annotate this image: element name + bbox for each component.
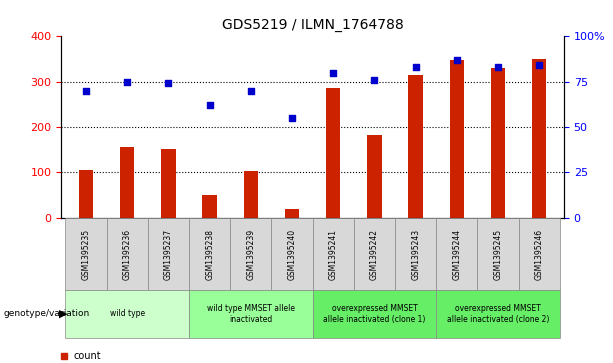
Text: wild type: wild type: [110, 310, 145, 318]
Text: count: count: [74, 351, 101, 361]
Text: GSM1395246: GSM1395246: [535, 229, 544, 280]
Title: GDS5219 / ILMN_1764788: GDS5219 / ILMN_1764788: [222, 19, 403, 33]
Text: GSM1395236: GSM1395236: [123, 229, 132, 280]
Bar: [161, 149, 176, 218]
Text: GSM1395237: GSM1395237: [164, 229, 173, 280]
Bar: [395, 218, 436, 290]
Text: GSM1395244: GSM1395244: [452, 229, 462, 280]
Point: [123, 79, 132, 85]
Bar: [66, 218, 107, 290]
Bar: [313, 218, 354, 290]
Point: [493, 64, 503, 70]
Point: [287, 115, 297, 121]
Point: [246, 88, 256, 94]
Point: [535, 62, 544, 68]
Bar: [120, 147, 134, 218]
Bar: [408, 75, 423, 218]
Text: GSM1395238: GSM1395238: [205, 229, 214, 280]
Bar: [326, 89, 340, 218]
Point: [205, 102, 215, 108]
Text: ▶: ▶: [59, 309, 68, 319]
Bar: [367, 135, 382, 218]
Bar: [519, 218, 560, 290]
Bar: [189, 218, 230, 290]
Text: genotype/variation: genotype/variation: [3, 310, 89, 318]
Point: [370, 77, 379, 83]
Text: GSM1395245: GSM1395245: [493, 229, 503, 280]
Text: GSM1395241: GSM1395241: [329, 229, 338, 280]
Bar: [189, 290, 313, 338]
Text: overexpressed MMSET
allele inactivated (clone 2): overexpressed MMSET allele inactivated (…: [447, 304, 549, 324]
Bar: [449, 60, 464, 218]
Bar: [230, 218, 272, 290]
Bar: [79, 170, 93, 218]
Bar: [148, 218, 189, 290]
Point: [452, 57, 462, 63]
Bar: [436, 218, 478, 290]
Bar: [313, 290, 436, 338]
Bar: [532, 59, 546, 218]
Bar: [202, 195, 217, 218]
Text: GSM1395242: GSM1395242: [370, 229, 379, 280]
Bar: [243, 171, 258, 218]
Point: [411, 64, 421, 70]
Point: [81, 88, 91, 94]
Point: [329, 70, 338, 76]
Text: wild type MMSET allele
inactivated: wild type MMSET allele inactivated: [207, 304, 295, 324]
Point: [164, 81, 173, 86]
Bar: [107, 218, 148, 290]
Bar: [285, 209, 299, 218]
Text: GSM1395239: GSM1395239: [246, 229, 256, 280]
Text: GSM1395240: GSM1395240: [287, 229, 297, 280]
Bar: [354, 218, 395, 290]
Bar: [478, 218, 519, 290]
Text: GSM1395235: GSM1395235: [82, 229, 91, 280]
Text: overexpressed MMSET
allele inactivated (clone 1): overexpressed MMSET allele inactivated (…: [323, 304, 425, 324]
Bar: [491, 68, 505, 218]
Text: GSM1395243: GSM1395243: [411, 229, 420, 280]
Bar: [272, 218, 313, 290]
Bar: [436, 290, 560, 338]
Bar: [66, 290, 189, 338]
